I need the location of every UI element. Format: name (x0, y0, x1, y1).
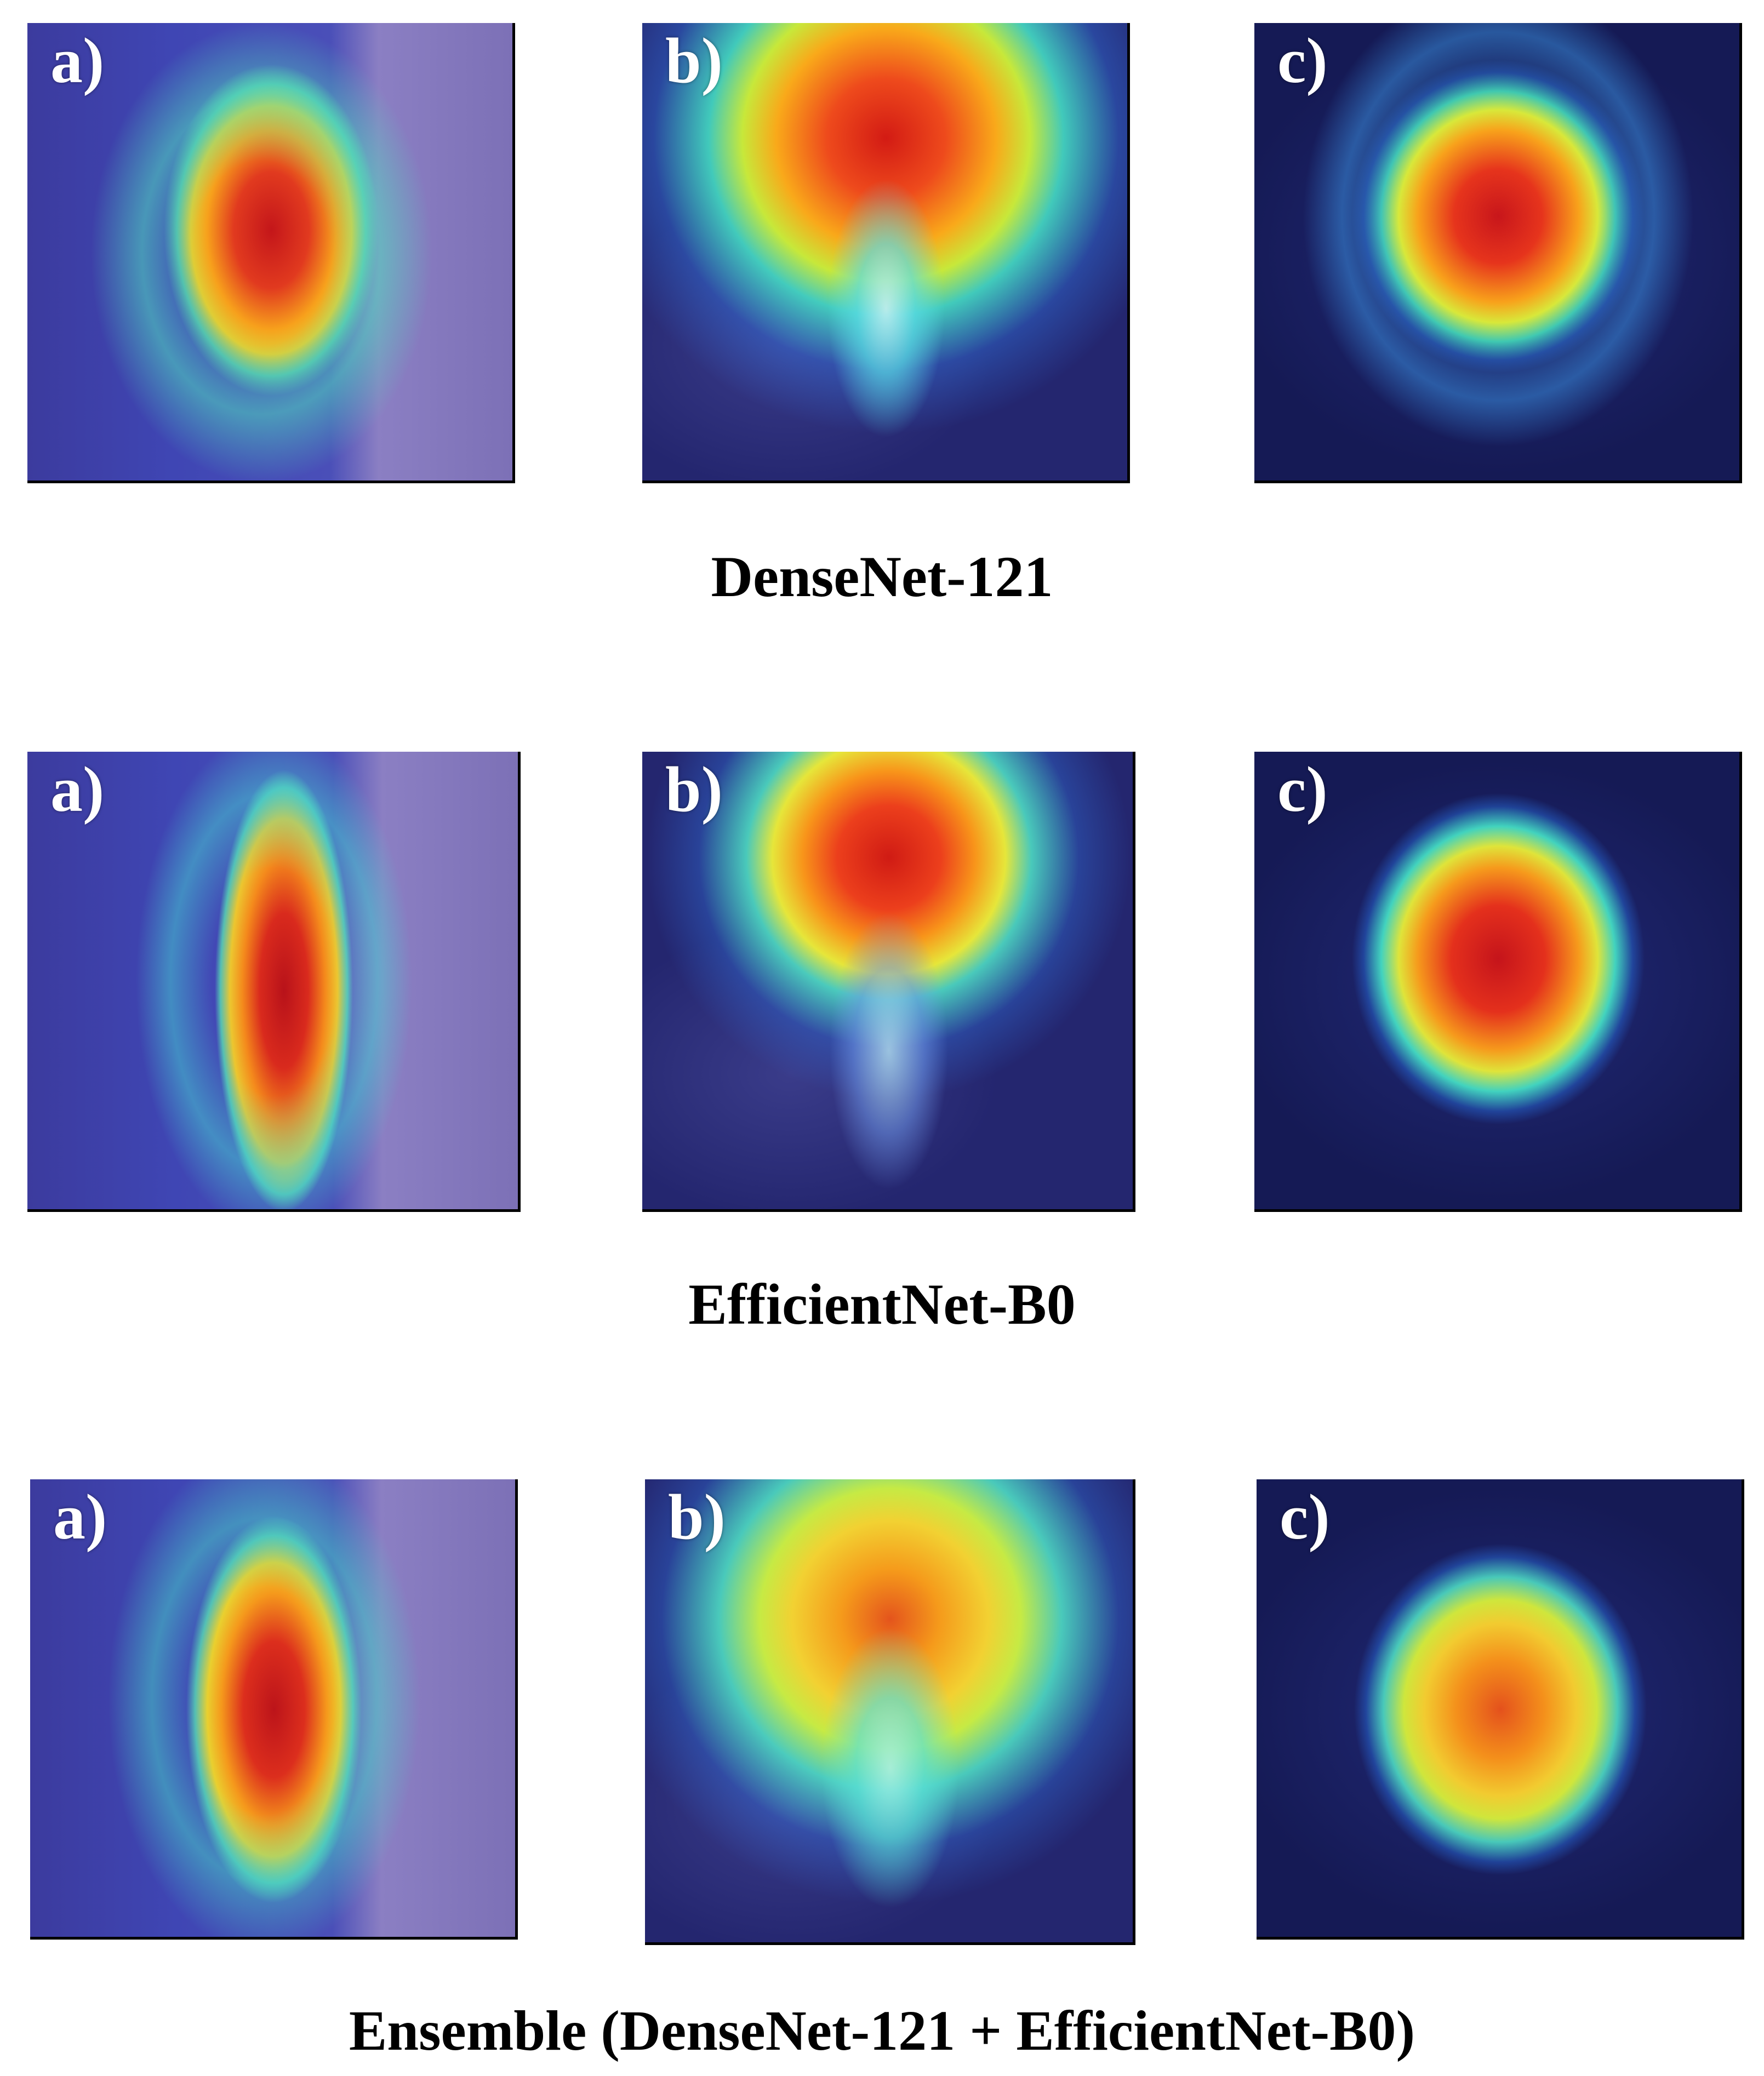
panel-tag: a) (50, 753, 105, 825)
panel-tag: b) (668, 1481, 726, 1553)
heatmap-panel-row2-a: a) (27, 752, 521, 1212)
panel-tag: c) (1280, 1481, 1330, 1553)
heatmap-panel-row2-c: c) (1254, 752, 1742, 1212)
row-caption-efficientnet: EfficientNet-B0 (688, 1272, 1076, 1336)
heatmap-panel-row3-a: a) (30, 1479, 518, 1940)
row-caption-ensemble: Ensemble (DenseNet-121 + EfficientNet-B0… (349, 1999, 1415, 2062)
heatmap-panel-row2-b: b) (642, 752, 1135, 1212)
panel-tag: c) (1277, 25, 1328, 96)
heatmap-panel-row1-b: b) (642, 23, 1130, 483)
heatmap-panel-row1-c: c) (1254, 23, 1742, 483)
panel-tag: b) (665, 25, 723, 96)
heatmap-panel-row3-c: c) (1257, 1479, 1744, 1940)
row-caption-densenet: DenseNet-121 (711, 545, 1053, 609)
panel-tag: b) (665, 753, 723, 825)
heatmap-panel-row1-a: a) (27, 23, 515, 483)
heatmap-panel-row3-b: b) (645, 1479, 1135, 1945)
panel-tag: a) (50, 25, 105, 96)
panel-tag: a) (53, 1481, 107, 1553)
panel-tag: c) (1277, 753, 1328, 825)
